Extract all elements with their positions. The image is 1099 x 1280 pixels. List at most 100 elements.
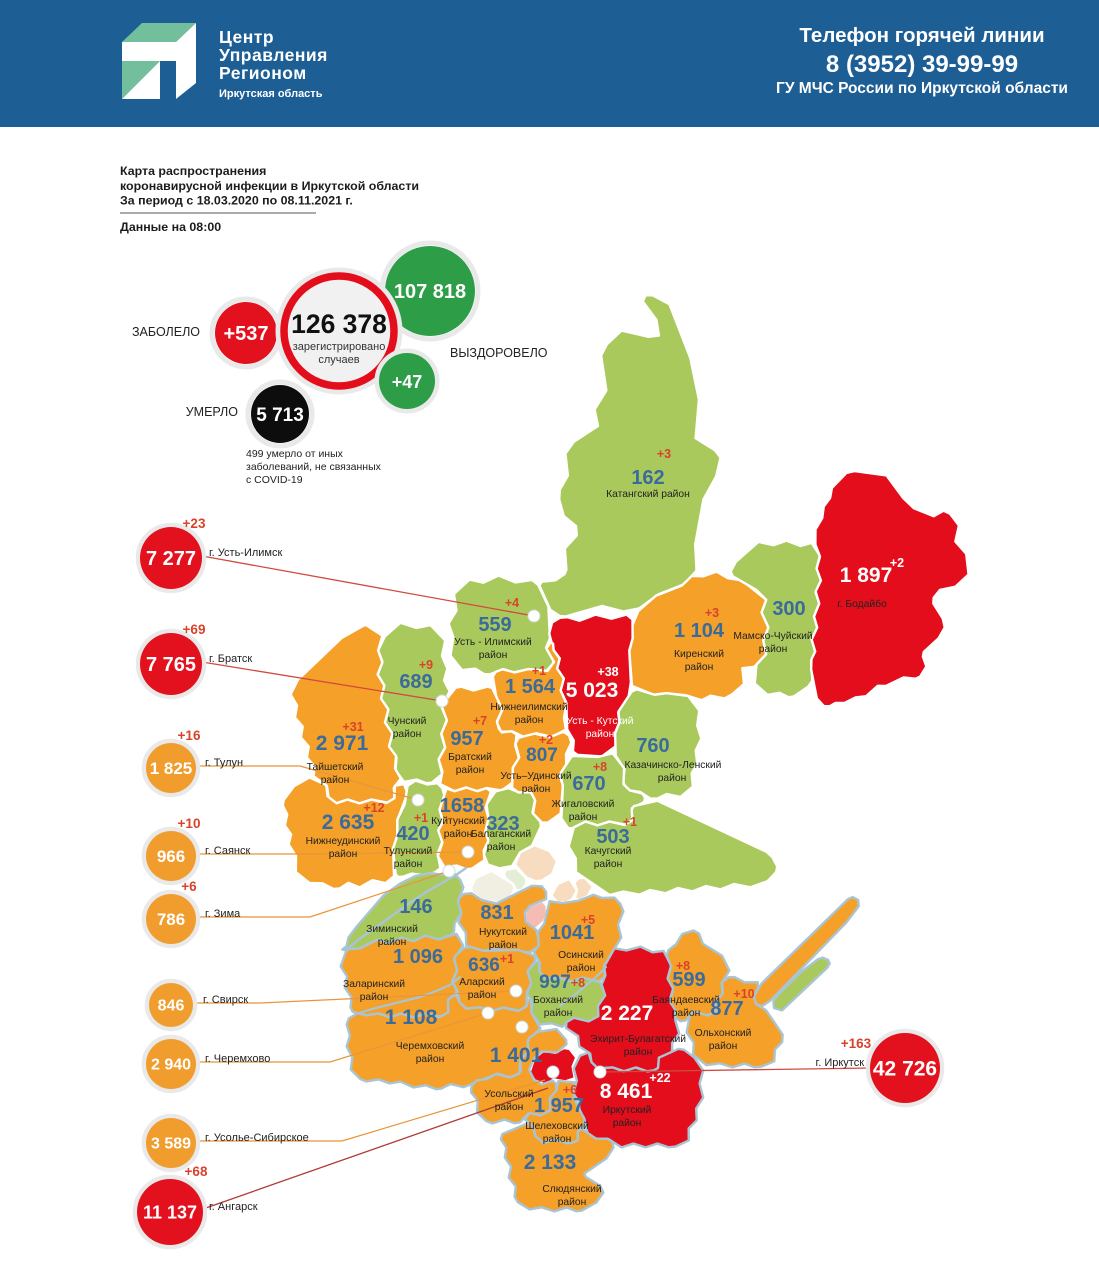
svg-text:162: 162	[631, 467, 664, 489]
svg-text:+8: +8	[571, 976, 585, 990]
svg-text:11 137: 11 137	[143, 1202, 197, 1222]
svg-text:район: район	[586, 729, 615, 740]
svg-text:+163: +163	[841, 1036, 872, 1051]
svg-text:670: 670	[572, 773, 605, 795]
svg-text:Данные на 08:00: Данные на 08:00	[120, 220, 221, 234]
svg-text:район: район	[624, 1047, 653, 1058]
svg-text:Усть–Удинский: Усть–Удинский	[500, 771, 571, 782]
svg-text:район: район	[544, 1008, 573, 1019]
svg-text:+68: +68	[185, 1164, 208, 1179]
svg-text:+10: +10	[178, 816, 201, 831]
svg-text:+2: +2	[539, 733, 553, 747]
svg-text:+6: +6	[181, 879, 197, 894]
svg-text:1 108: 1 108	[385, 1006, 438, 1029]
svg-text:3 589: 3 589	[151, 1136, 191, 1153]
svg-text:2 635: 2 635	[322, 811, 375, 834]
svg-text:район: район	[393, 729, 422, 740]
svg-text:+537: +537	[223, 323, 268, 345]
svg-text:+2: +2	[890, 556, 904, 570]
svg-text:146: 146	[399, 896, 432, 918]
svg-text:район: район	[468, 990, 497, 1001]
svg-text:807: 807	[526, 745, 558, 766]
svg-text:+1: +1	[623, 815, 637, 829]
svg-text:786: 786	[157, 910, 185, 929]
svg-text:УМЕРЛО: УМЕРЛО	[186, 405, 239, 419]
svg-text:+9: +9	[419, 658, 433, 672]
svg-text:Зиминский: Зиминский	[366, 924, 418, 935]
svg-text:300: 300	[772, 598, 805, 620]
svg-text:1041: 1041	[550, 922, 595, 944]
svg-text:+7: +7	[473, 714, 487, 728]
svg-text:1 564: 1 564	[505, 676, 556, 698]
svg-text:+1: +1	[532, 664, 546, 678]
svg-text:Заларинский: Заларинский	[343, 979, 405, 990]
svg-text:район: район	[594, 859, 623, 870]
svg-text:г. Ангарск: г. Ангарск	[209, 1201, 258, 1213]
svg-text:Куйтунский: Куйтунский	[431, 816, 485, 827]
svg-text:+3: +3	[657, 447, 671, 461]
svg-text:831: 831	[480, 902, 513, 924]
svg-text:877: 877	[710, 998, 743, 1020]
svg-text:зарегистрировано: зарегистрировано	[293, 341, 386, 353]
svg-text:Ольхонский: Ольхонский	[695, 1028, 752, 1039]
svg-text:8 (3952) 39-99-99: 8 (3952) 39-99-99	[826, 51, 1018, 78]
svg-text:997: 997	[539, 972, 571, 993]
svg-text:2 940: 2 940	[151, 1057, 191, 1074]
svg-text:Нижнеилимский: Нижнеилимский	[490, 702, 567, 713]
svg-text:г. Иркутск: г. Иркутск	[816, 1057, 865, 1069]
svg-text:район: район	[543, 1134, 572, 1145]
svg-text:район: район	[479, 650, 508, 661]
svg-text:г. Черемхово: г. Черемхово	[205, 1053, 270, 1065]
svg-text:район: район	[658, 773, 687, 784]
svg-text:район: район	[456, 765, 485, 776]
svg-text:Аларский: Аларский	[459, 977, 505, 988]
svg-text:район: район	[495, 1102, 524, 1113]
svg-text:г. Братск: г. Братск	[209, 653, 252, 665]
svg-text:район: район	[613, 1118, 642, 1129]
svg-text:Катангский район: Катангский район	[606, 489, 690, 500]
svg-text:+69: +69	[183, 622, 206, 637]
svg-text:За период с 18.03.2020 по 08.1: За период с 18.03.2020 по 08.11.2021 г.	[120, 194, 353, 208]
svg-text:коронавирусной инфекции в Ирку: коронавирусной инфекции в Иркутской обла…	[120, 179, 419, 193]
svg-text:126 378: 126 378	[291, 309, 387, 339]
svg-text:1 401: 1 401	[490, 1044, 543, 1067]
svg-text:Качугский: Качугский	[585, 846, 632, 857]
svg-text:район: район	[378, 937, 407, 948]
svg-text:г. Зима: г. Зима	[205, 908, 241, 920]
svg-text:ГУ МЧС России по Иркутской обл: ГУ МЧС России по Иркутской области	[776, 80, 1068, 97]
svg-text:Киренский: Киренский	[674, 649, 724, 660]
svg-text:Усть - Илимский: Усть - Илимский	[454, 637, 532, 648]
svg-text:район: район	[329, 849, 358, 860]
svg-text:район: район	[416, 1054, 445, 1065]
svg-text:+4: +4	[505, 596, 519, 610]
svg-text:ВЫЗДОРОВЕЛО: ВЫЗДОРОВЕЛО	[450, 346, 548, 360]
svg-text:+8: +8	[593, 760, 607, 774]
svg-text:Осинский: Осинский	[558, 950, 604, 961]
svg-text:420: 420	[396, 823, 429, 845]
svg-text:Нижнеудинский: Нижнеудинский	[306, 836, 381, 847]
svg-text:+8: +8	[676, 959, 690, 973]
svg-text:Мамско-Чуйский: Мамско-Чуйский	[733, 631, 813, 642]
svg-text:Баяндаевский: Баяндаевский	[652, 995, 720, 1006]
svg-text:район: район	[360, 992, 389, 1003]
svg-text:район: район	[569, 812, 598, 823]
svg-text:636: 636	[468, 955, 500, 976]
svg-text:966: 966	[157, 847, 185, 866]
svg-text:Иркутская область: Иркутская область	[219, 88, 323, 100]
svg-text:Управления: Управления	[219, 45, 328, 65]
svg-text:район: район	[709, 1041, 738, 1052]
svg-text:Усольский: Усольский	[484, 1089, 533, 1100]
svg-text:район: район	[759, 644, 788, 655]
svg-text:+16: +16	[178, 728, 201, 743]
svg-text:1 096: 1 096	[393, 946, 443, 968]
svg-text:689: 689	[399, 671, 432, 693]
svg-text:+10: +10	[733, 987, 754, 1001]
svg-text:+5: +5	[581, 913, 595, 927]
svg-text:2 133: 2 133	[524, 1151, 577, 1174]
svg-text:846: 846	[158, 998, 185, 1015]
svg-text:+23: +23	[183, 516, 206, 531]
svg-text:8 461: 8 461	[600, 1080, 653, 1103]
svg-text:г. Тулун: г. Тулун	[205, 757, 243, 769]
svg-text:Телефон горячей линии: Телефон горячей линии	[799, 24, 1044, 47]
svg-text:г. Бодайбо: г. Бодайбо	[837, 598, 887, 610]
